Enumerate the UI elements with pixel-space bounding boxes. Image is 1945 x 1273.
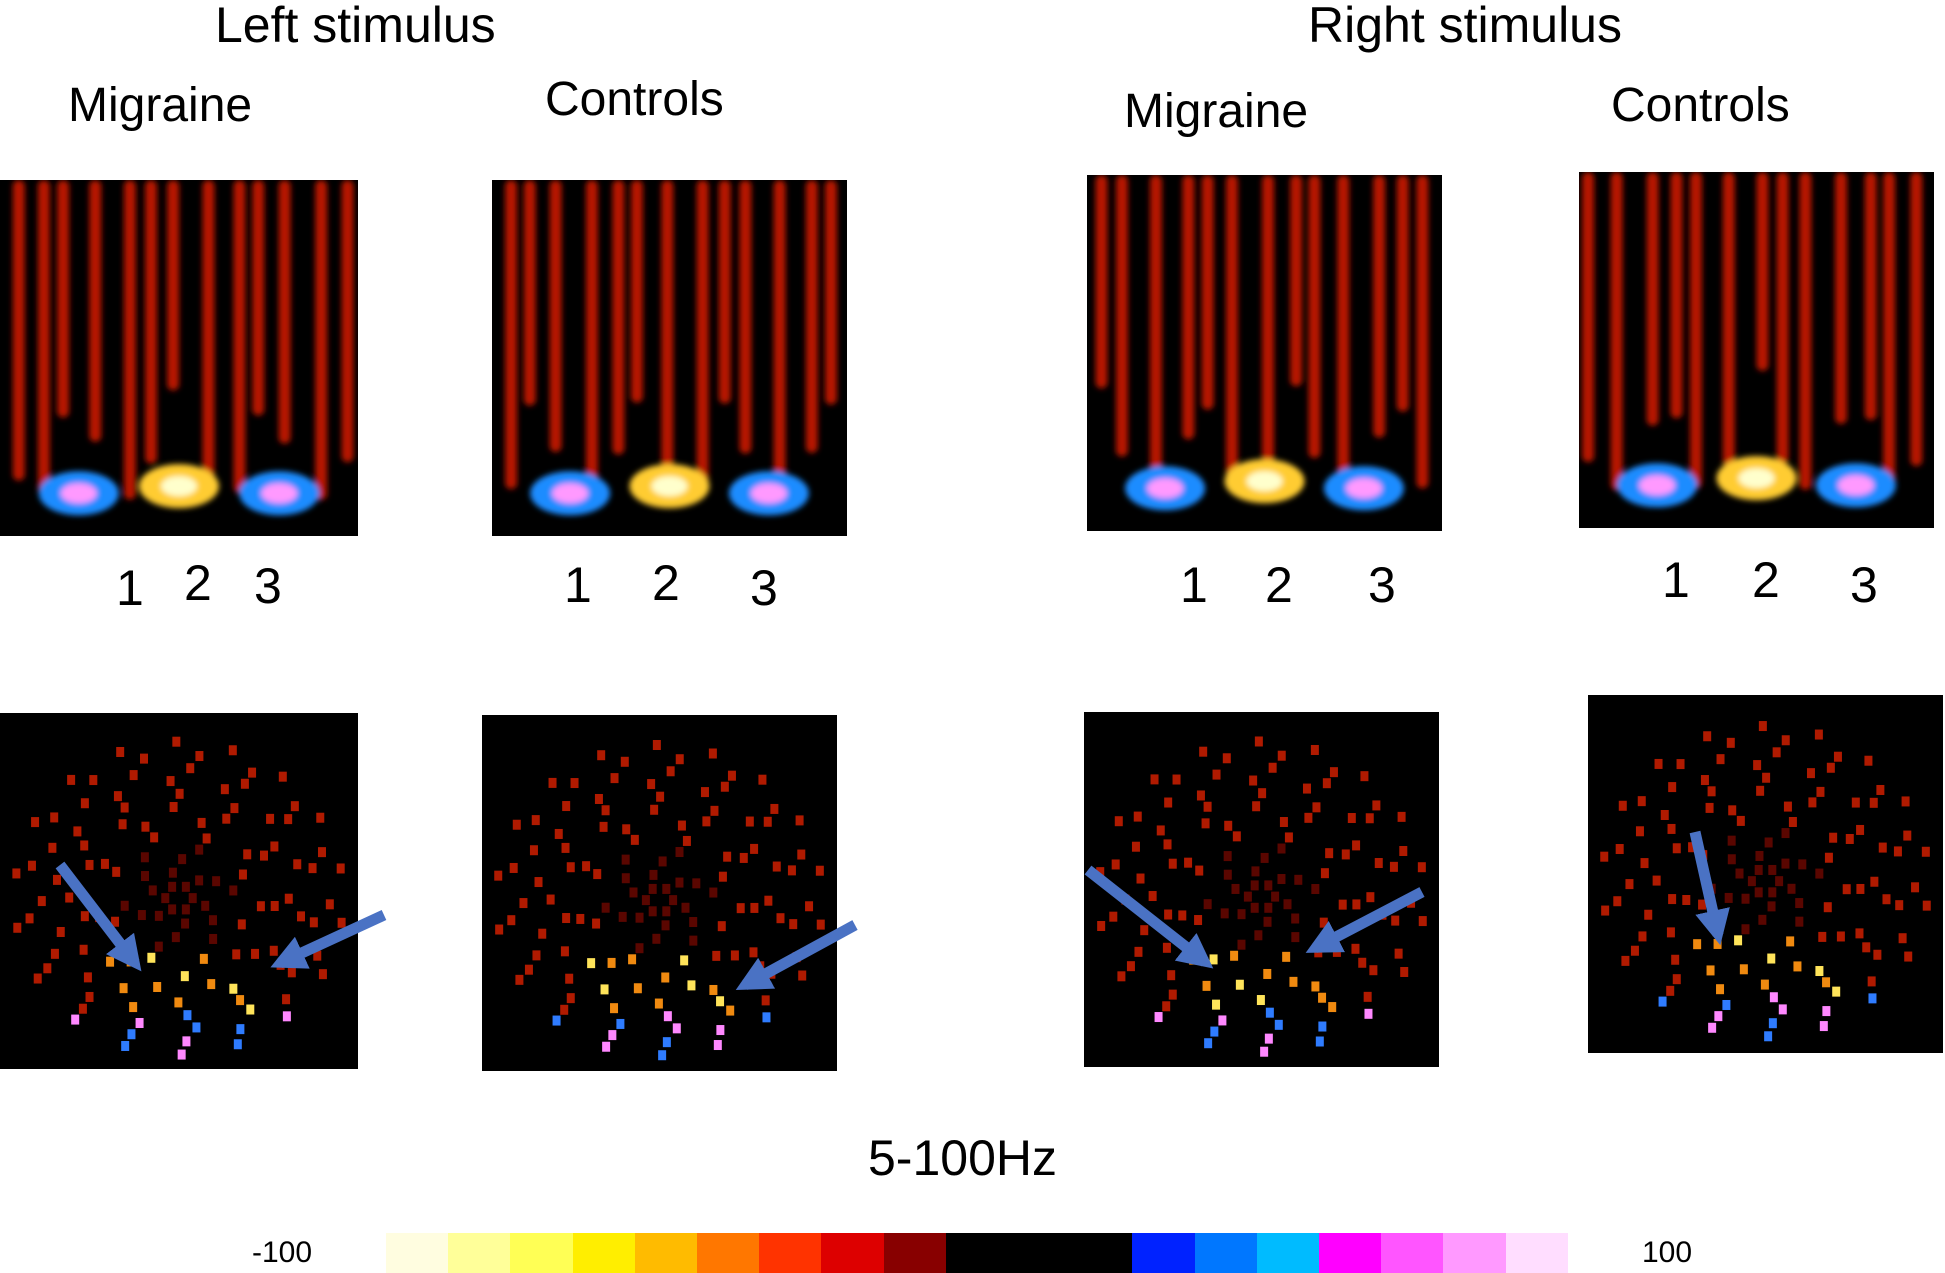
colorbar-cell [1256, 1233, 1320, 1273]
colorbar-cell [1381, 1233, 1444, 1273]
colorbar-cell [510, 1233, 573, 1273]
tf-map-graphic [505, 180, 837, 516]
left-stimulus-title: Left stimulus [215, 0, 496, 53]
sensor-map-right-controls [1588, 695, 1943, 1053]
peak-number: 2 [184, 555, 212, 611]
colorbar-cell [697, 1233, 760, 1273]
sensor-map-graphic [494, 740, 825, 1061]
peak-number: 1 [116, 560, 144, 616]
colorbar-cell [883, 1233, 946, 1273]
sensor-map-left-migraine [0, 713, 358, 1069]
peak-number: 3 [254, 558, 282, 614]
tf-map-graphic [1582, 172, 1923, 508]
tf-map-right-migraine [1087, 175, 1442, 531]
colorbar-cell [1070, 1233, 1133, 1273]
peak-number: 1 [564, 557, 592, 613]
colorbar-cell [945, 1233, 1009, 1273]
colorbar-cell [1443, 1233, 1506, 1273]
colorbar-cell [1132, 1233, 1195, 1273]
tf-map-graphic [12, 180, 354, 516]
left-migraine-label: Migraine [68, 79, 253, 132]
peak-number: 2 [652, 555, 680, 611]
tf-map-left-migraine [0, 180, 358, 536]
colorbar-cell [572, 1233, 635, 1273]
colorbar-cell [448, 1233, 511, 1273]
right-migraine-label: Migraine [1124, 85, 1309, 138]
colorbar-cell [1008, 1233, 1071, 1273]
tf-map-left-controls [492, 180, 847, 536]
colorbar-cell [1194, 1233, 1257, 1273]
colorbar [386, 1233, 1568, 1273]
colorbar-cell [1319, 1233, 1382, 1273]
colorbar-cell [386, 1233, 449, 1273]
tf-map-graphic [1095, 175, 1429, 511]
sensor-map-graphic [1096, 736, 1427, 1057]
peak-number: 2 [1265, 557, 1293, 613]
sensor-map-right-migraine [1084, 712, 1439, 1067]
sensor-map-graphic [12, 736, 346, 1060]
peak-number: 2 [1752, 552, 1780, 608]
right-stimulus-title: Right stimulus [1308, 0, 1622, 53]
peak-number: 3 [1368, 557, 1396, 613]
peak-number: 3 [750, 560, 778, 616]
colorbar-min-label: -100 [252, 1236, 313, 1269]
sensor-map-graphic [1600, 721, 1931, 1042]
peak-number: 1 [1662, 552, 1690, 608]
tf-map-right-controls [1579, 172, 1934, 528]
colorbar-max-label: 100 [1642, 1236, 1693, 1269]
right-controls-label: Controls [1611, 79, 1790, 132]
colorbar-cell [821, 1233, 884, 1273]
colorbar-cell [634, 1233, 698, 1273]
colorbar-cell [759, 1233, 822, 1273]
frequency-band-label: 5-100Hz [868, 1130, 1057, 1186]
peak-number: 3 [1850, 557, 1878, 613]
sensor-map-left-controls [482, 715, 837, 1071]
peak-number: 1 [1180, 557, 1208, 613]
left-controls-label: Controls [545, 73, 724, 126]
colorbar-cell [1505, 1233, 1568, 1273]
